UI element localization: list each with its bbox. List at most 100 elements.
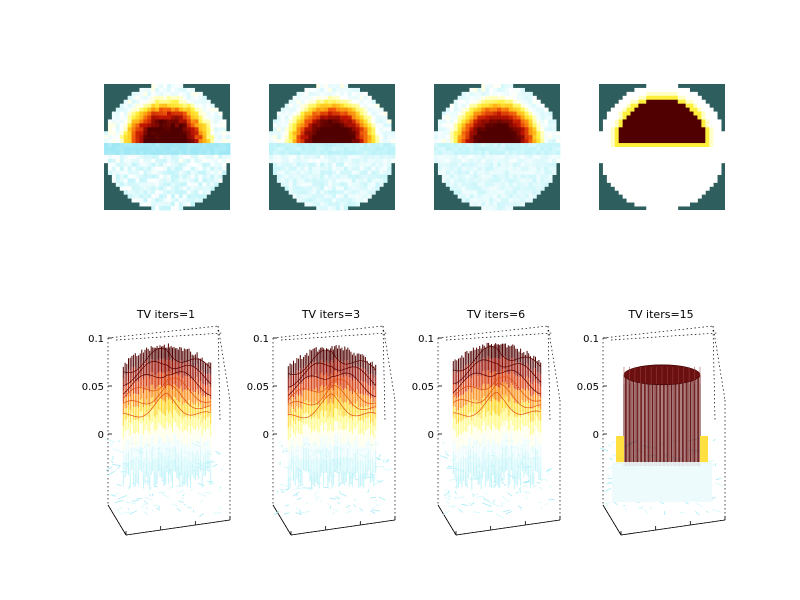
heat-cell bbox=[709, 170, 714, 175]
heat-cell bbox=[437, 119, 443, 124]
heat-cell bbox=[654, 198, 659, 203]
heat-cell bbox=[119, 166, 125, 172]
heat-cell bbox=[677, 186, 683, 191]
heat-cell bbox=[673, 143, 679, 148]
heat-cell bbox=[689, 178, 694, 183]
heat-cell bbox=[284, 115, 290, 120]
heat-cell bbox=[721, 139, 726, 144]
heat-cell bbox=[697, 178, 702, 183]
heat-cell bbox=[375, 186, 380, 191]
heat-cell bbox=[320, 158, 325, 164]
heat-cell bbox=[186, 135, 192, 140]
heat-cell bbox=[123, 147, 129, 152]
heat-cell bbox=[328, 99, 333, 105]
heat-cell bbox=[662, 206, 667, 211]
heat-cell bbox=[194, 150, 199, 156]
heat-cell bbox=[284, 178, 290, 183]
heat-cell bbox=[658, 131, 663, 136]
heat-cell bbox=[638, 147, 643, 152]
y-axis-line bbox=[272, 504, 292, 536]
heat-cell bbox=[626, 194, 631, 199]
heat-cell bbox=[497, 135, 502, 140]
heat-cell bbox=[650, 99, 655, 105]
heat-cell bbox=[504, 84, 510, 89]
heat-cell bbox=[638, 135, 643, 140]
heat-cell bbox=[288, 162, 294, 168]
heat-cell bbox=[477, 115, 482, 120]
heat-cell bbox=[387, 135, 392, 140]
heat-cell bbox=[626, 150, 631, 156]
heat-cell bbox=[170, 147, 176, 152]
heat-cell bbox=[214, 123, 219, 128]
heat-cell bbox=[709, 123, 714, 128]
heat-cell bbox=[626, 174, 631, 179]
heat-cell bbox=[516, 162, 522, 168]
heat-cell bbox=[508, 115, 514, 120]
heat-cell bbox=[437, 139, 443, 144]
heat-cell bbox=[304, 194, 309, 199]
heat-cell bbox=[544, 123, 549, 128]
heat-cell bbox=[163, 186, 168, 191]
heat-cell bbox=[669, 162, 675, 168]
heat-cell bbox=[552, 127, 557, 132]
heat-cell bbox=[367, 150, 372, 156]
heat-cell bbox=[159, 190, 164, 195]
heat-cell bbox=[508, 103, 514, 109]
heat-cell bbox=[434, 150, 439, 156]
heat-cell bbox=[363, 103, 368, 109]
heat-cell bbox=[343, 119, 349, 124]
heat-cell bbox=[167, 91, 172, 97]
heat-cell bbox=[143, 119, 148, 124]
heat-cell bbox=[453, 182, 459, 187]
heat-cell bbox=[520, 99, 525, 105]
heat-cell bbox=[497, 198, 502, 203]
heat-cell bbox=[618, 131, 624, 136]
heat-cell bbox=[497, 95, 502, 101]
heat-cell bbox=[512, 87, 518, 93]
heat-cell bbox=[650, 147, 655, 152]
heat-cell bbox=[347, 174, 353, 179]
heat-cell bbox=[610, 150, 616, 156]
heat-cell bbox=[453, 162, 459, 168]
heat-cell bbox=[387, 158, 392, 164]
heat-cell bbox=[477, 127, 482, 132]
heat-cell bbox=[371, 103, 376, 109]
heat-cell bbox=[147, 135, 152, 140]
heat-cell bbox=[186, 87, 192, 93]
heat-cell bbox=[363, 111, 368, 116]
heat-cell bbox=[163, 103, 168, 109]
heat-cell bbox=[198, 178, 203, 183]
heat-cell bbox=[453, 170, 459, 175]
heat-cell bbox=[296, 154, 301, 160]
heat-cell bbox=[528, 123, 533, 128]
heat-cell bbox=[300, 115, 305, 120]
heat-cell bbox=[662, 115, 667, 120]
heat-cell bbox=[139, 131, 144, 136]
heat-cell bbox=[214, 162, 219, 168]
heat-cell bbox=[449, 166, 455, 172]
surface-base-stroke bbox=[276, 490, 279, 494]
heat-cell bbox=[198, 139, 203, 144]
heat-cell bbox=[300, 123, 305, 128]
surface-mesh-line bbox=[288, 362, 376, 388]
heat-cell bbox=[618, 150, 624, 156]
heat-cell bbox=[497, 194, 502, 199]
surface-base-stroke bbox=[500, 501, 505, 504]
heat-cell bbox=[131, 103, 136, 109]
heat-cell bbox=[622, 107, 627, 112]
heat-cell bbox=[296, 182, 301, 187]
heat-cell bbox=[453, 107, 459, 112]
heat-cell bbox=[622, 103, 627, 109]
heat-cell bbox=[222, 139, 227, 144]
heat-cell bbox=[701, 123, 706, 128]
heat-cell bbox=[504, 198, 510, 203]
heat-cell bbox=[681, 119, 687, 124]
heat-cell bbox=[520, 162, 525, 168]
heat-cell bbox=[143, 103, 148, 109]
heat-cell bbox=[469, 123, 474, 128]
heat-cell bbox=[159, 111, 164, 116]
heat-cell bbox=[178, 87, 184, 93]
heat-cell bbox=[115, 166, 121, 172]
heat-cell bbox=[131, 198, 136, 203]
heat-cell bbox=[705, 123, 710, 128]
